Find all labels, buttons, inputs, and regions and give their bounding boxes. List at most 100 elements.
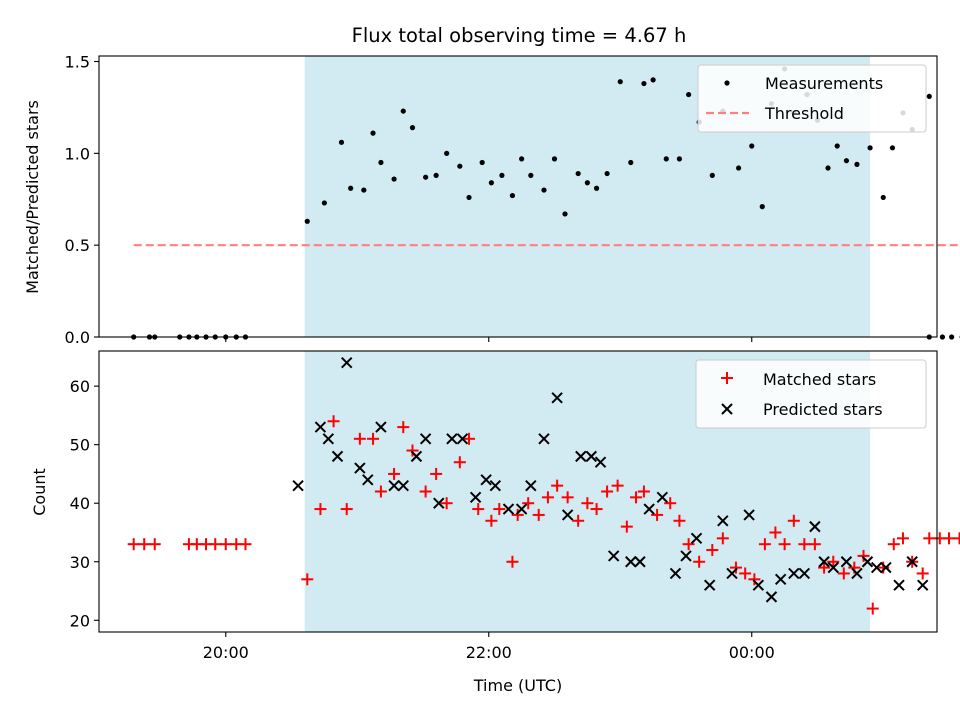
count-y-axis: 20 30 40 50 60 [70,377,99,630]
measurement-point [709,172,715,178]
y-tick-label: 20 [70,611,90,630]
matched-star-point [916,567,929,580]
predicted-star-point [906,556,918,568]
matched-star-point [138,538,151,551]
predicted-star-point [840,556,853,568]
predicted-star-point [419,433,432,445]
measurement-point [889,145,896,151]
measurement-point [370,130,376,136]
matched-star-point [673,514,686,527]
predicted-star-point [341,357,353,369]
matched-star-point [769,526,782,539]
measurement-point [604,170,610,177]
time-axis-label: Time (UTC) [473,676,562,695]
measurement-point [348,185,354,191]
matched-star-point [314,503,327,516]
measurement-point [466,194,472,201]
measurement-point [541,187,547,193]
matched-star-point [397,421,410,434]
matched-star-point [590,503,603,516]
matched-star-point [511,508,524,521]
predicted-star-point [726,567,738,580]
matched-star-point [127,538,140,551]
measurement-point [759,204,765,210]
predicted-star-point [765,591,778,603]
predicted-star-point [717,515,729,527]
legend-predicted-marker [721,403,733,415]
predicted-star-point [690,532,703,545]
measurement-point [378,159,384,166]
count-points [127,357,960,615]
measurement-point [321,200,327,206]
count-y-axis-label: Count [30,468,49,516]
count-legend: Matched stars Predicted stars [695,359,927,429]
ratio-y-axis: 0.0 0.5 1.0 1.5 [65,53,99,347]
predicted-star-point [861,556,874,568]
matched-star-point [706,544,719,557]
measurement-point [528,172,534,178]
predicted-star-point [538,433,550,445]
measurement-point [843,158,850,164]
matched-star-point [866,602,879,615]
predicted-star-point [625,556,637,568]
measurement-point [479,159,485,166]
measurement-point [509,192,516,199]
predicted-star-point [410,450,423,463]
predicted-star-point [607,550,620,562]
predicted-star-point [331,450,344,463]
matched-star-point [748,573,761,586]
matched-star-point [522,497,535,510]
measurement-point [391,176,397,182]
measurement-point [562,211,568,217]
predicted-star-point [634,556,646,568]
predicted-star-point [851,567,863,580]
matched-star-point [739,567,752,580]
ratio-x-ticks [225,337,753,342]
matched-star-point [541,491,554,504]
measurement-point [854,161,860,167]
predicted-star-point [354,462,366,474]
predicted-star-point [752,579,765,591]
measurement-point [575,170,581,177]
matched-star-point [148,538,161,551]
matched-star-point [463,432,476,445]
x-tick-label: 00:00 [729,643,775,662]
predicted-star-point [827,561,839,574]
predicted-star-point [561,509,574,521]
matched-star-point [827,555,840,568]
matched-star-point [787,514,800,527]
matched-star-point [808,538,821,551]
matched-star-point [943,532,955,545]
measurement-point [749,143,755,149]
predicted-star-point [680,550,692,562]
measurement-point [400,108,406,114]
count-legend-box [695,359,927,429]
matched-star-point [353,432,366,445]
matched-star-point [716,532,729,545]
matched-star-point [327,415,340,428]
predicted-star-point [893,579,905,591]
predicted-star-point [594,456,607,468]
measurement-point [949,334,955,340]
measurement-point [880,194,886,201]
matched-star-point [551,479,564,492]
predicted-star-point [292,479,304,492]
matched-star-point [485,514,498,527]
predicted-star-point [774,573,787,586]
measurement-point [584,180,590,186]
matched-star-point [887,538,900,551]
predicted-star-point [525,479,537,492]
matched-star-point [857,549,870,562]
predicted-star-point [669,567,682,580]
measurement-point [457,163,463,169]
matched-star-point [340,503,353,516]
measurement-point [444,150,450,156]
predicted-star-point [703,579,716,591]
predicted-star-point [818,556,830,568]
measurement-points [131,66,960,340]
measurement-point [939,334,946,340]
chart-title: Flux total observing time = 4.67 h [352,24,687,47]
matched-star-point [637,485,650,498]
measurement-point [361,187,367,193]
